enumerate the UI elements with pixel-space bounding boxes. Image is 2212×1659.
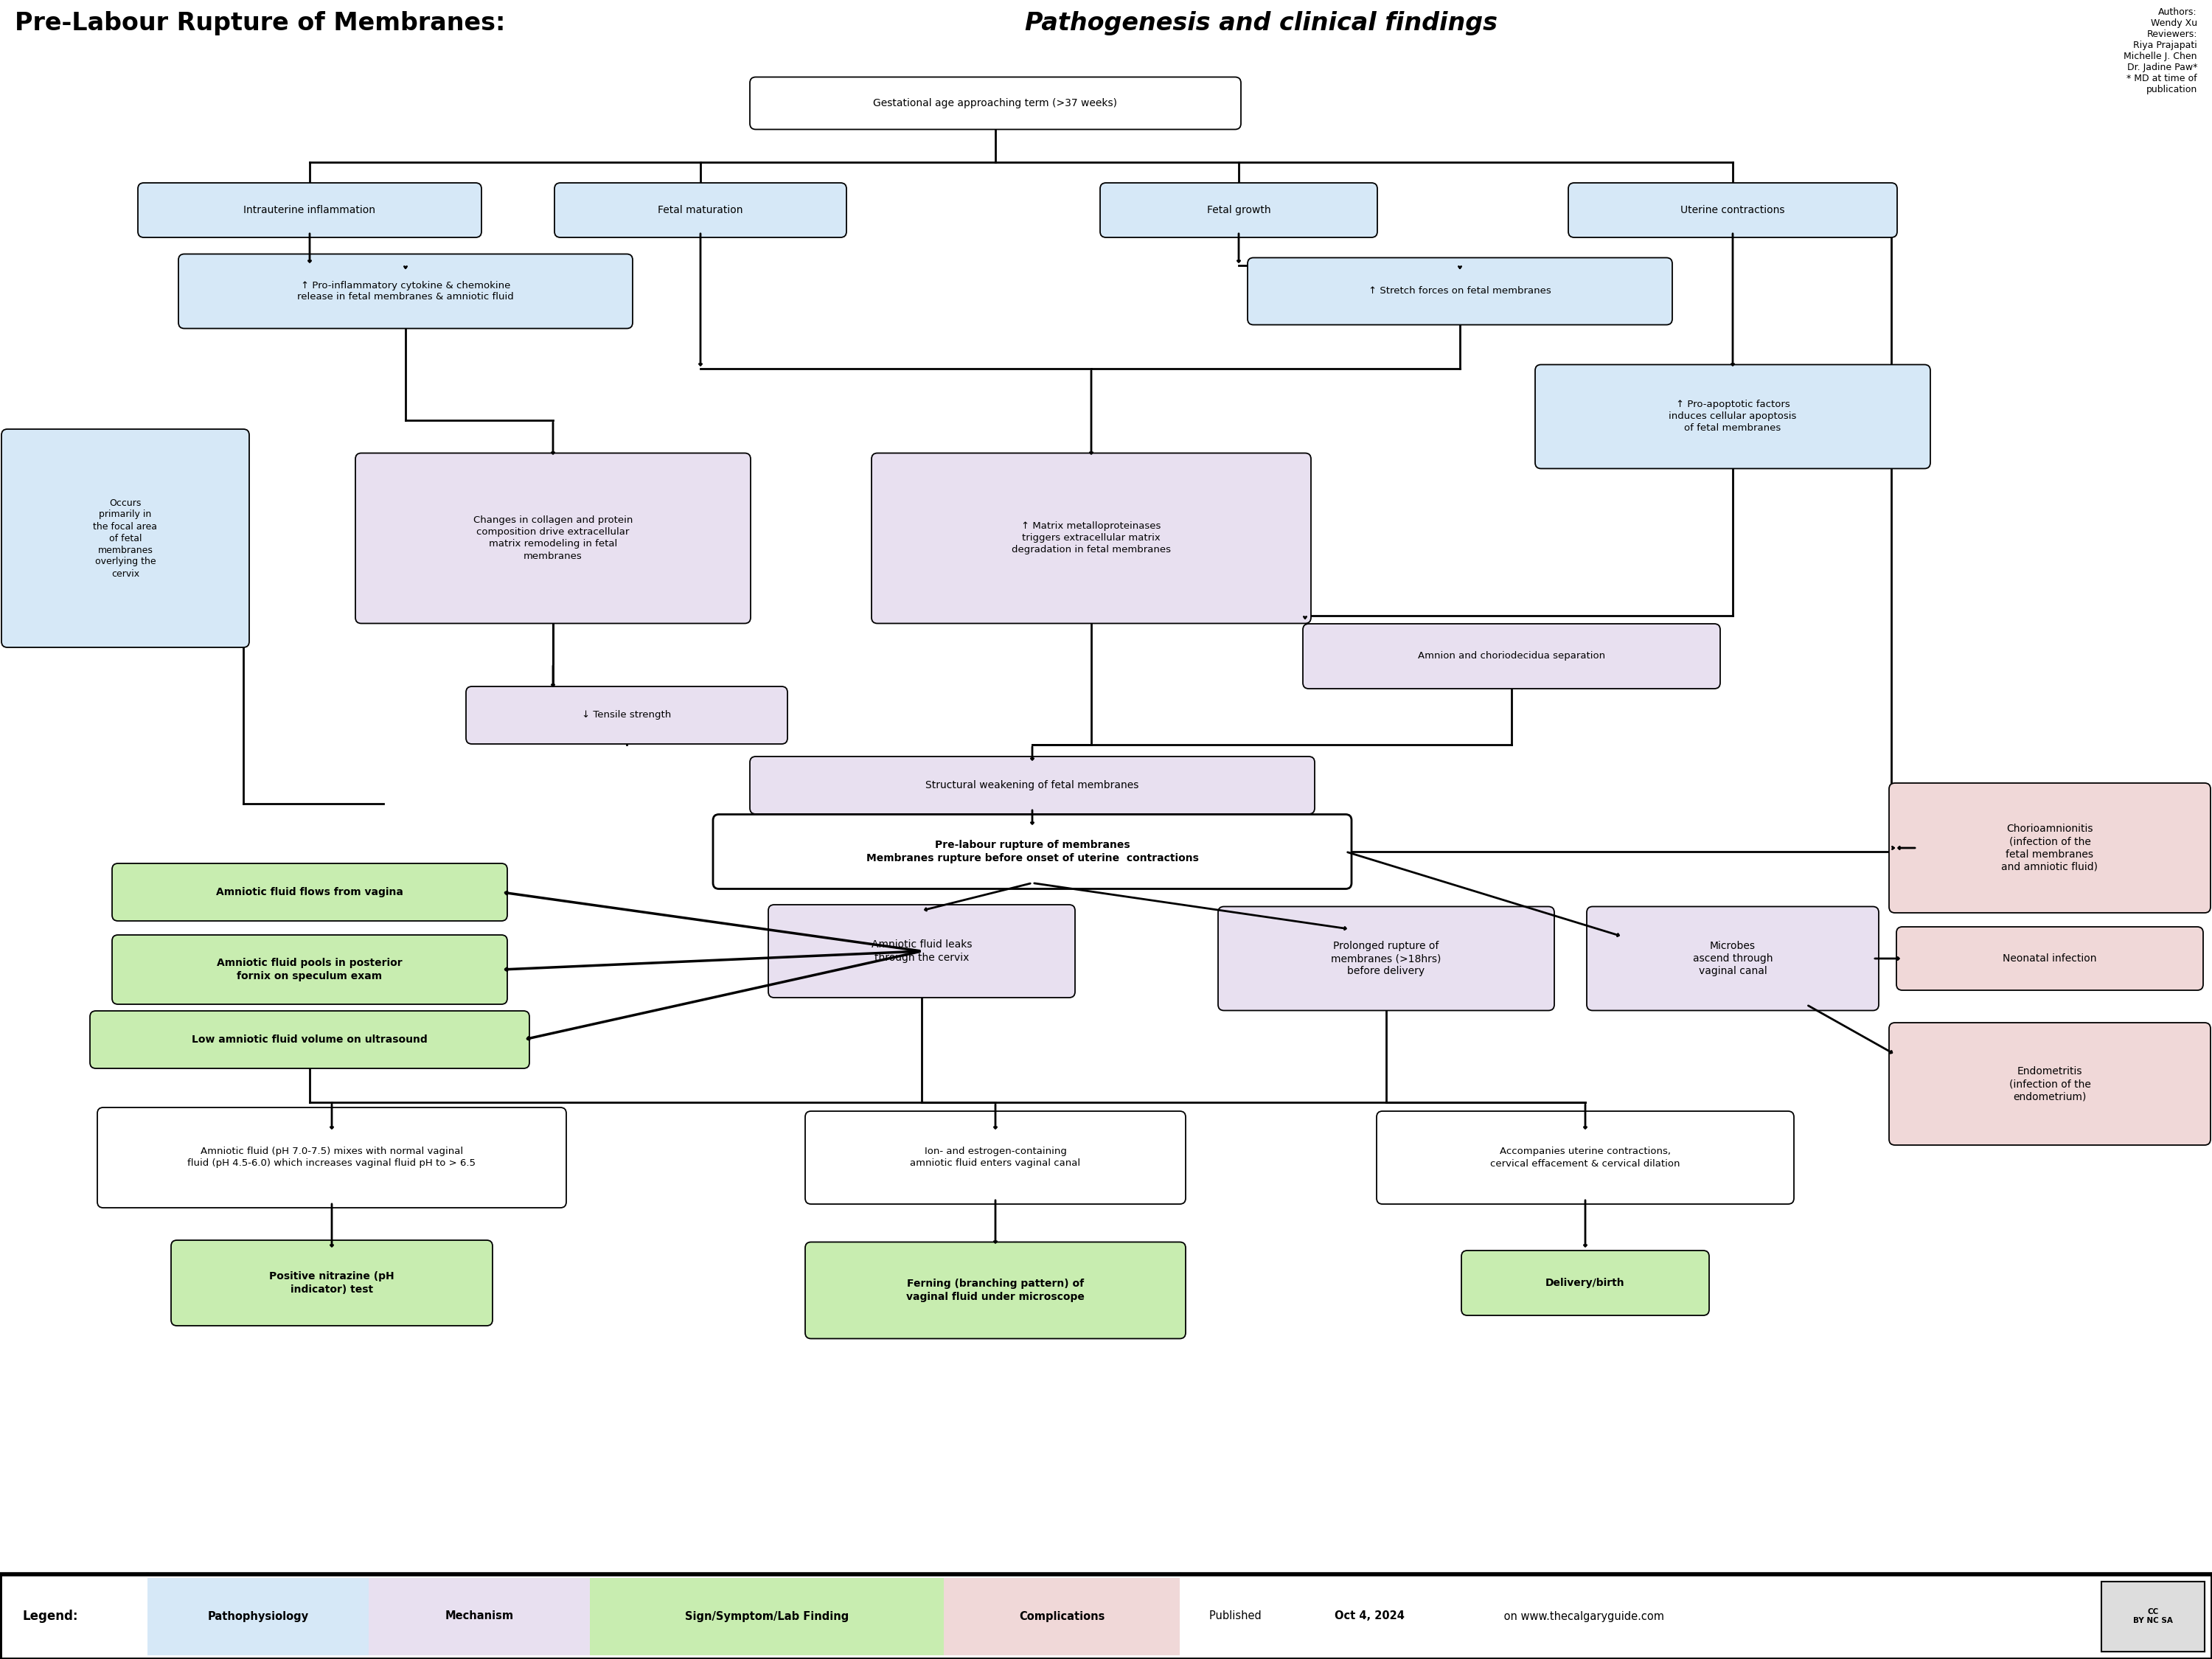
- Text: Amniotic fluid flows from vagina: Amniotic fluid flows from vagina: [217, 888, 403, 898]
- Text: ↑ Pro-inflammatory cytokine & chemokine
release in fetal membranes & amniotic fl: ↑ Pro-inflammatory cytokine & chemokine …: [296, 280, 513, 302]
- FancyBboxPatch shape: [0, 1574, 2212, 1659]
- Text: Neonatal infection: Neonatal infection: [2002, 954, 2097, 964]
- Text: Uterine contractions: Uterine contractions: [1681, 206, 1785, 216]
- Text: Pre-labour rupture of membranes
Membranes rupture before onset of uterine  contr: Pre-labour rupture of membranes Membrane…: [867, 839, 1199, 863]
- Text: Pre-Labour Rupture of Membranes:: Pre-Labour Rupture of Membranes:: [15, 12, 513, 35]
- FancyBboxPatch shape: [872, 453, 1312, 624]
- FancyBboxPatch shape: [1586, 906, 1878, 1010]
- FancyBboxPatch shape: [2101, 1581, 2205, 1652]
- Text: Fetal growth: Fetal growth: [1208, 206, 1270, 216]
- Text: Fetal maturation: Fetal maturation: [657, 206, 743, 216]
- FancyBboxPatch shape: [555, 182, 847, 237]
- Text: ↑ Matrix metalloproteinases
triggers extracellular matrix
degradation in fetal m: ↑ Matrix metalloproteinases triggers ext…: [1011, 521, 1170, 554]
- Text: Positive nitrazine (pH
indicator) test: Positive nitrazine (pH indicator) test: [270, 1271, 394, 1294]
- Text: Complications: Complications: [1020, 1611, 1104, 1623]
- FancyBboxPatch shape: [1248, 257, 1672, 325]
- FancyBboxPatch shape: [591, 1578, 945, 1656]
- Text: Published: Published: [1210, 1611, 1265, 1623]
- FancyBboxPatch shape: [137, 182, 482, 237]
- Text: Amnion and choriodecidua separation: Amnion and choriodecidua separation: [1418, 652, 1606, 660]
- Text: Gestational age approaching term (>37 weeks): Gestational age approaching term (>37 we…: [874, 98, 1117, 108]
- FancyBboxPatch shape: [113, 936, 507, 1004]
- FancyBboxPatch shape: [369, 1578, 591, 1656]
- Text: Pathophysiology: Pathophysiology: [208, 1611, 310, 1623]
- FancyBboxPatch shape: [170, 1241, 493, 1326]
- FancyBboxPatch shape: [1568, 182, 1898, 237]
- Text: on www.thecalgaryguide.com: on www.thecalgaryguide.com: [1500, 1611, 1663, 1623]
- Text: Amniotic fluid leaks
through the cervix: Amniotic fluid leaks through the cervix: [872, 939, 971, 962]
- Text: Pathogenesis and clinical findings: Pathogenesis and clinical findings: [1024, 12, 1498, 35]
- FancyBboxPatch shape: [750, 76, 1241, 129]
- Text: Sign/Symptom/Lab Finding: Sign/Symptom/Lab Finding: [686, 1611, 849, 1623]
- Text: Accompanies uterine contractions,
cervical effacement & cervical dilation: Accompanies uterine contractions, cervic…: [1491, 1146, 1681, 1168]
- Text: Delivery/birth: Delivery/birth: [1546, 1277, 1626, 1287]
- FancyBboxPatch shape: [945, 1578, 1179, 1656]
- Text: Intrauterine inflammation: Intrauterine inflammation: [243, 206, 376, 216]
- FancyBboxPatch shape: [1889, 1022, 2210, 1145]
- Text: Mechanism: Mechanism: [445, 1611, 513, 1623]
- FancyBboxPatch shape: [805, 1243, 1186, 1339]
- Text: Endometritis
(infection of the
endometrium): Endometritis (infection of the endometri…: [2008, 1067, 2090, 1102]
- Text: Microbes
ascend through
vaginal canal: Microbes ascend through vaginal canal: [1692, 941, 1772, 977]
- FancyBboxPatch shape: [1099, 182, 1378, 237]
- FancyBboxPatch shape: [97, 1108, 566, 1208]
- FancyBboxPatch shape: [1219, 906, 1555, 1010]
- FancyBboxPatch shape: [113, 863, 507, 921]
- Text: ↓ Tensile strength: ↓ Tensile strength: [582, 710, 672, 720]
- Text: Chorioamnionitis
(infection of the
fetal membranes
and amniotic fluid): Chorioamnionitis (infection of the fetal…: [2002, 823, 2097, 873]
- Text: Changes in collagen and protein
composition drive extracellular
matrix remodelin: Changes in collagen and protein composit…: [473, 516, 633, 561]
- FancyBboxPatch shape: [750, 757, 1314, 815]
- FancyBboxPatch shape: [1896, 927, 2203, 990]
- FancyBboxPatch shape: [356, 453, 750, 624]
- Text: Ferning (branching pattern) of
vaginal fluid under microscope: Ferning (branching pattern) of vaginal f…: [907, 1279, 1084, 1302]
- Text: Ion- and estrogen-containing
amniotic fluid enters vaginal canal: Ion- and estrogen-containing amniotic fl…: [909, 1146, 1082, 1168]
- Text: Structural weakening of fetal membranes: Structural weakening of fetal membranes: [925, 780, 1139, 790]
- FancyBboxPatch shape: [1303, 624, 1721, 688]
- Text: Amniotic fluid pools in posterior
fornix on speculum exam: Amniotic fluid pools in posterior fornix…: [217, 957, 403, 980]
- Text: Legend:: Legend:: [22, 1609, 77, 1623]
- Text: ↑ Pro-apoptotic factors
induces cellular apoptosis
of fetal membranes: ↑ Pro-apoptotic factors induces cellular…: [1668, 400, 1796, 433]
- FancyBboxPatch shape: [2, 430, 250, 647]
- FancyBboxPatch shape: [1462, 1251, 1710, 1316]
- Text: Prolonged rupture of
membranes (>18hrs)
before delivery: Prolonged rupture of membranes (>18hrs) …: [1332, 941, 1442, 977]
- FancyBboxPatch shape: [805, 1112, 1186, 1204]
- Text: Oct 4, 2024: Oct 4, 2024: [1334, 1611, 1405, 1623]
- Text: Authors:
Wendy Xu
Reviewers:
Riya Prajapati
Michelle J. Chen
Dr. Jadine Paw*
* M: Authors: Wendy Xu Reviewers: Riya Prajap…: [2124, 7, 2197, 95]
- Text: Amniotic fluid (pH 7.0-7.5) mixes with normal vaginal
fluid (pH 4.5-6.0) which i: Amniotic fluid (pH 7.0-7.5) mixes with n…: [188, 1146, 476, 1168]
- FancyBboxPatch shape: [712, 815, 1352, 889]
- Text: ↑ Stretch forces on fetal membranes: ↑ Stretch forces on fetal membranes: [1369, 287, 1551, 295]
- Text: Low amniotic fluid volume on ultrasound: Low amniotic fluid volume on ultrasound: [192, 1035, 427, 1045]
- FancyBboxPatch shape: [768, 904, 1075, 997]
- Text: CC
BY NC SA: CC BY NC SA: [2132, 1608, 2172, 1624]
- FancyBboxPatch shape: [91, 1010, 529, 1068]
- FancyBboxPatch shape: [179, 254, 633, 328]
- FancyBboxPatch shape: [148, 1578, 369, 1656]
- FancyBboxPatch shape: [1889, 783, 2210, 912]
- FancyBboxPatch shape: [1376, 1112, 1794, 1204]
- Text: Occurs
primarily in
the focal area
of fetal
membranes
overlying the
cervix: Occurs primarily in the focal area of fe…: [93, 498, 157, 579]
- FancyBboxPatch shape: [467, 687, 787, 743]
- FancyBboxPatch shape: [1535, 365, 1931, 468]
